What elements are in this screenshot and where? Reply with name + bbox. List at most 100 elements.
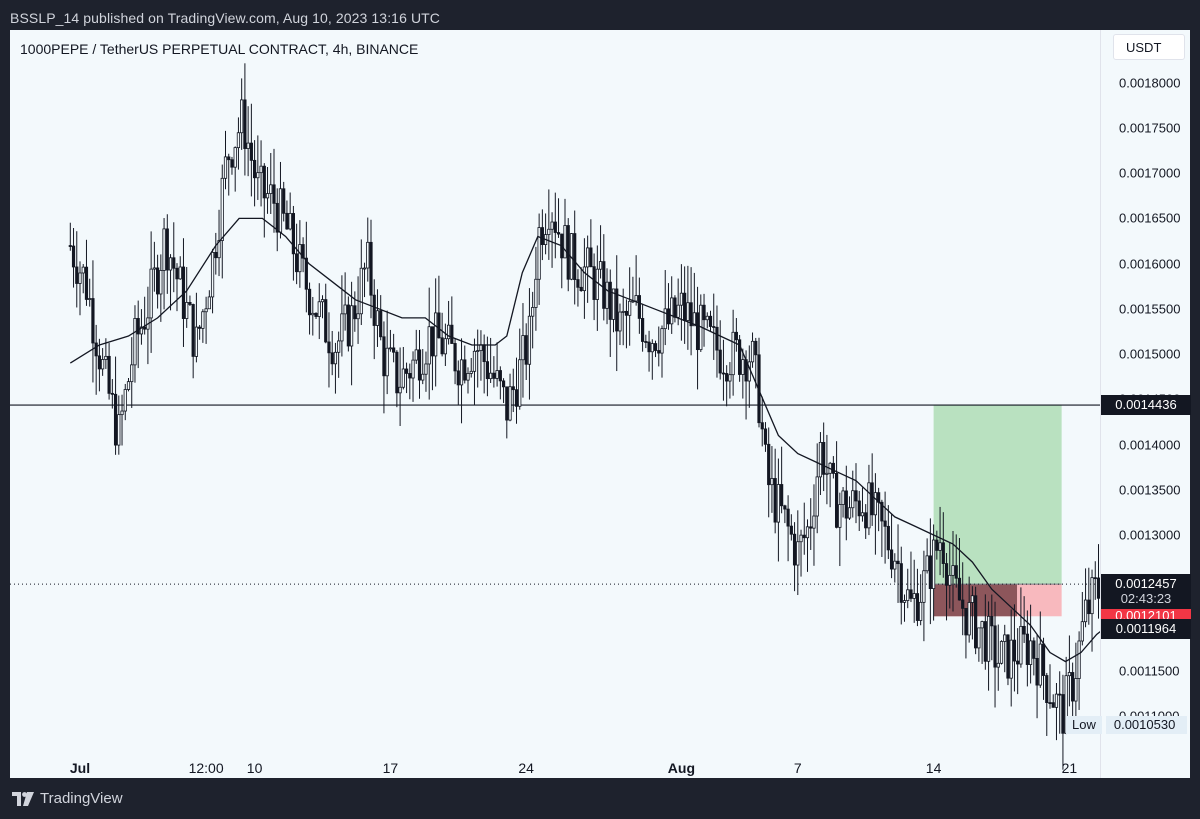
candle-body: [469, 370, 473, 374]
chart-panel[interactable]: 1000PEPE / TetherUS PERPETUAL CONTRACT, …: [10, 30, 1191, 778]
candle-body: [459, 359, 464, 386]
candle-body: [94, 342, 98, 357]
candle-body: [178, 266, 182, 280]
candle-body: [385, 347, 389, 377]
candle-body: [333, 351, 338, 365]
candle-body: [1019, 625, 1023, 665]
candle-body: [789, 525, 793, 535]
candle-body: [437, 312, 441, 339]
candle-body: [136, 318, 140, 335]
candle-body: [912, 593, 916, 599]
candle-body: [411, 359, 415, 379]
candle-body: [521, 335, 525, 361]
candle-body: [143, 326, 147, 330]
candle-body: [780, 484, 784, 507]
candle-body: [673, 297, 677, 318]
candle-body: [835, 473, 839, 528]
candle-body: [893, 560, 897, 570]
candle-body: [349, 305, 354, 347]
candle-body: [343, 304, 347, 315]
candle-body: [223, 156, 228, 179]
candle-body: [708, 315, 713, 327]
low-label: Low: [1066, 716, 1102, 734]
price-axis[interactable]: USDT 0.0018000 0.0017500 0.0017000 0.001650…: [1100, 30, 1191, 778]
y-tick-label: 0.0017000: [1119, 165, 1181, 181]
candle-body: [340, 313, 344, 342]
candle-body: [298, 244, 302, 273]
candle-body: [230, 159, 234, 168]
candle-body: [683, 292, 687, 321]
candle-body: [417, 349, 422, 381]
candle-body: [864, 512, 868, 529]
candle-body: [534, 278, 538, 308]
candle-body: [511, 386, 515, 391]
candle-body: [731, 331, 735, 376]
candle-body: [598, 261, 603, 270]
candle-body: [1051, 702, 1055, 708]
candle-body: [246, 142, 250, 149]
y-tick-label: 0.0016500: [1119, 210, 1181, 226]
candle-body: [579, 286, 583, 292]
candle-body: [970, 595, 975, 603]
candle-body: [692, 312, 696, 327]
candle-body: [392, 347, 396, 353]
candle-body: [233, 147, 237, 168]
candle-body: [214, 251, 218, 259]
candle-body: [1067, 672, 1071, 677]
candle-body: [88, 298, 92, 300]
candle-body: [783, 505, 787, 510]
candle-body: [256, 172, 260, 179]
y-tick-label: 0.0014000: [1119, 437, 1181, 453]
candle-body: [679, 292, 684, 306]
candle-body: [573, 233, 577, 280]
y-tick-label: 0.0013500: [1119, 482, 1181, 498]
candle-body: [185, 302, 189, 319]
candle-body: [999, 641, 1004, 664]
candle-body: [278, 188, 283, 233]
candle-body: [388, 347, 393, 350]
candle-body: [450, 324, 454, 344]
price-plot[interactable]: [10, 30, 1100, 778]
candle-body: [430, 326, 435, 357]
y-tick-label: 0.0015000: [1119, 346, 1181, 362]
candle-body: [847, 507, 852, 519]
x-tick-label: 24: [518, 760, 534, 776]
moving-average-price-label: 0.0011964: [1101, 618, 1191, 639]
currency-selector[interactable]: USDT: [1113, 34, 1185, 60]
candle-body: [301, 244, 305, 259]
candle-body: [915, 593, 920, 621]
candle-body: [935, 539, 939, 551]
candle-body: [78, 272, 82, 284]
candle-body: [495, 370, 499, 379]
candle-body: [107, 355, 111, 394]
candle-body: [68, 245, 72, 247]
candle-body: [686, 302, 690, 321]
candle-body: [291, 213, 296, 255]
candle-body: [770, 478, 774, 486]
candle-body: [925, 555, 929, 572]
candle-body: [954, 565, 958, 579]
candle-body: [104, 355, 108, 360]
candle-body: [611, 288, 616, 320]
candle-body: [977, 627, 981, 649]
candle-body: [372, 294, 376, 326]
candle-body: [644, 341, 648, 343]
candle-body: [188, 302, 192, 305]
candle-body: [582, 266, 587, 292]
candle-body: [776, 484, 781, 523]
candle-body: [1029, 640, 1033, 665]
candle-body: [375, 310, 380, 326]
candle-body: [928, 555, 932, 589]
candle-body: [1045, 675, 1049, 703]
candle-body: [589, 247, 593, 268]
candle-body: [1090, 577, 1094, 615]
candle-body: [705, 315, 709, 321]
candle-body: [634, 295, 638, 302]
candle-body: [443, 338, 447, 355]
candle-body: [75, 266, 79, 284]
candle-body: [1025, 633, 1029, 665]
candle-body: [618, 311, 622, 332]
candle-body: [1058, 693, 1062, 696]
candle-body: [550, 221, 554, 230]
candle-body: [718, 349, 722, 374]
